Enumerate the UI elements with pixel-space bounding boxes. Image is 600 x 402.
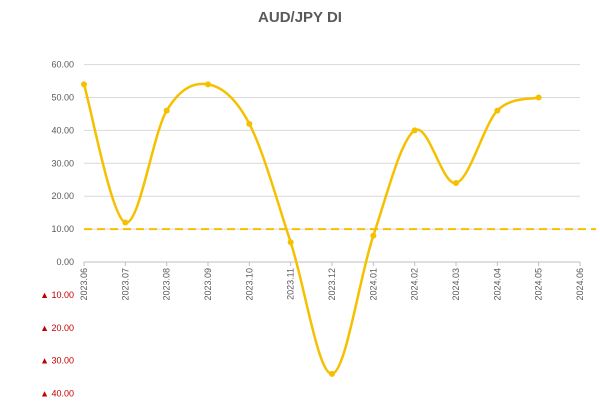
x-tick-label: 2023.07 [120, 268, 130, 301]
x-tick-label: 2023.10 [244, 268, 254, 301]
y-tick-label: 40.00 [51, 125, 74, 135]
x-tick-label: 2023.11 [286, 268, 296, 300]
x-tick-label: 2024.02 [410, 268, 420, 301]
y-tick-label: 60.00 [51, 60, 74, 70]
y-axis: 60.00 50.00 40.00 30.00 20.00 10.00 0.00 ▲ 10.0… [40, 60, 74, 399]
x-tick-label: 2024.01 [368, 268, 378, 301]
data-point [205, 81, 211, 88]
data-point [287, 239, 294, 246]
x-tick-label: 2023.12 [327, 268, 337, 301]
y-tick-label: ▲ 40.00 [40, 389, 74, 399]
x-tick-label: 2024.05 [534, 268, 544, 301]
data-point [163, 107, 170, 114]
x-tick-label: 2024.03 [451, 268, 461, 301]
y-tick-label: 0.00 [56, 257, 74, 267]
data-point [494, 107, 501, 114]
x-tick-label: 2024.06 [575, 268, 585, 301]
data-point [453, 180, 459, 187]
grid [84, 64, 580, 263]
y-tick-label: 30.00 [51, 158, 74, 168]
y-tick-label: 20.00 [51, 191, 74, 201]
x-tick-label: 2023.09 [203, 268, 213, 301]
data-point [81, 81, 87, 88]
points-group [81, 81, 542, 377]
data-point [246, 120, 253, 127]
y-tick-label: ▲ 30.00 [40, 356, 74, 366]
y-tick-label: ▲ 20.00 [40, 323, 74, 333]
x-tick-label: 2023.06 [79, 268, 89, 301]
data-point [535, 94, 542, 101]
y-tick-label: 10.00 [51, 224, 74, 234]
data-point [329, 370, 335, 377]
y-tick-label: ▲ 10.00 [40, 290, 74, 300]
data-point [370, 232, 377, 239]
x-tick-label: 2023.08 [162, 268, 172, 301]
x-axis: 2023.06 2023.07 2023.08 2023.09 2023.10 2023.… [79, 262, 585, 301]
chart-title: AUD/JPY DI [258, 9, 342, 26]
x-tick-label: 2024.04 [492, 268, 502, 301]
y-tick-label: 50.00 [51, 93, 74, 103]
data-point [411, 127, 418, 134]
data-point [122, 219, 129, 226]
